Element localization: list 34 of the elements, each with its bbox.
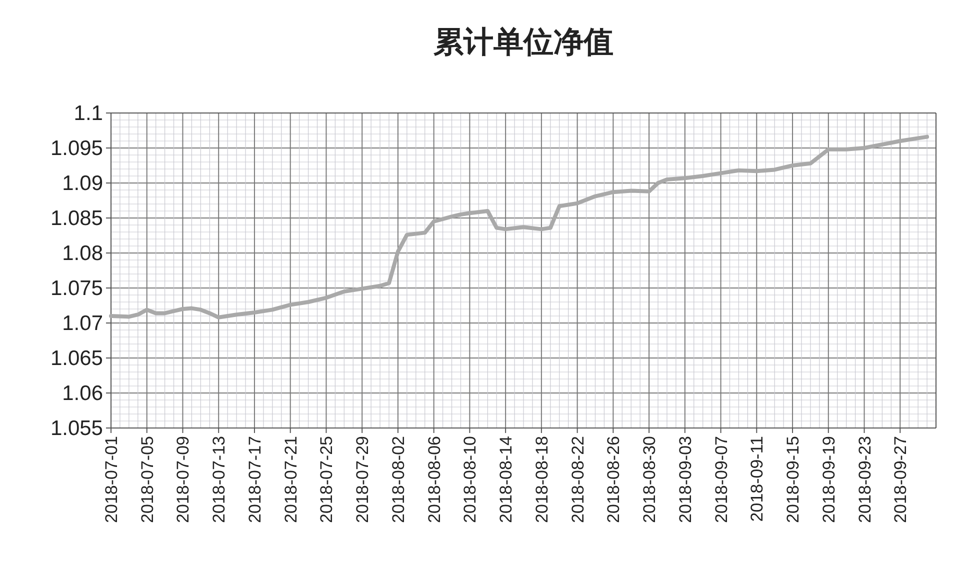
- x-tick-label: 2018-08-14: [496, 436, 516, 523]
- y-tick-label: 1.055: [50, 417, 103, 440]
- x-tick-label: 2018-07-17: [245, 436, 264, 523]
- y-tick-label: 1.085: [50, 207, 103, 230]
- y-tick-label: 1.095: [50, 137, 103, 160]
- x-tick-label: 2018-07-21: [281, 436, 300, 523]
- y-tick-label: 1.1: [74, 102, 103, 125]
- x-tick-label: 2018-08-02: [388, 436, 408, 523]
- x-tick-label: 2018-07-01: [102, 436, 121, 523]
- y-tick-label: 1.075: [50, 277, 103, 300]
- chart-title: 累计单位净值: [432, 26, 614, 59]
- x-tick-label: 2018-08-22: [568, 436, 588, 523]
- y-tick-label: 1.07: [62, 312, 103, 335]
- x-tick-label: 2018-08-18: [532, 436, 552, 523]
- x-tick-label: 2018-09-19: [819, 436, 838, 523]
- x-tick-label: 2018-08-06: [424, 436, 444, 523]
- x-tick-label: 2018-09-27: [891, 436, 910, 523]
- x-tick-label: 2018-09-23: [855, 436, 874, 523]
- x-tick-label: 2018-07-05: [138, 436, 157, 523]
- y-tick-label: 1.08: [62, 242, 103, 265]
- x-tick-label: 2018-09-11: [748, 436, 767, 522]
- x-tick-label: 2018-07-29: [353, 436, 372, 523]
- x-tick-label: 2018-07-09: [174, 436, 193, 523]
- x-tick-label: 2018-09-07: [712, 436, 731, 523]
- x-tick-label: 2018-08-26: [604, 436, 624, 523]
- y-tick-label: 1.06: [62, 382, 103, 405]
- x-tick-label: 2018-08-10: [460, 436, 480, 523]
- x-tick-label: 2018-09-03: [676, 436, 695, 523]
- y-tick-label: 1.065: [50, 347, 103, 370]
- x-tick-label: 2018-07-25: [317, 436, 336, 523]
- x-tick-label: 2018-07-13: [210, 436, 229, 523]
- y-tick-label: 1.09: [62, 172, 103, 195]
- x-tick-label: 2018-09-15: [784, 436, 803, 523]
- x-tick-label: 2018-08-30: [640, 436, 660, 523]
